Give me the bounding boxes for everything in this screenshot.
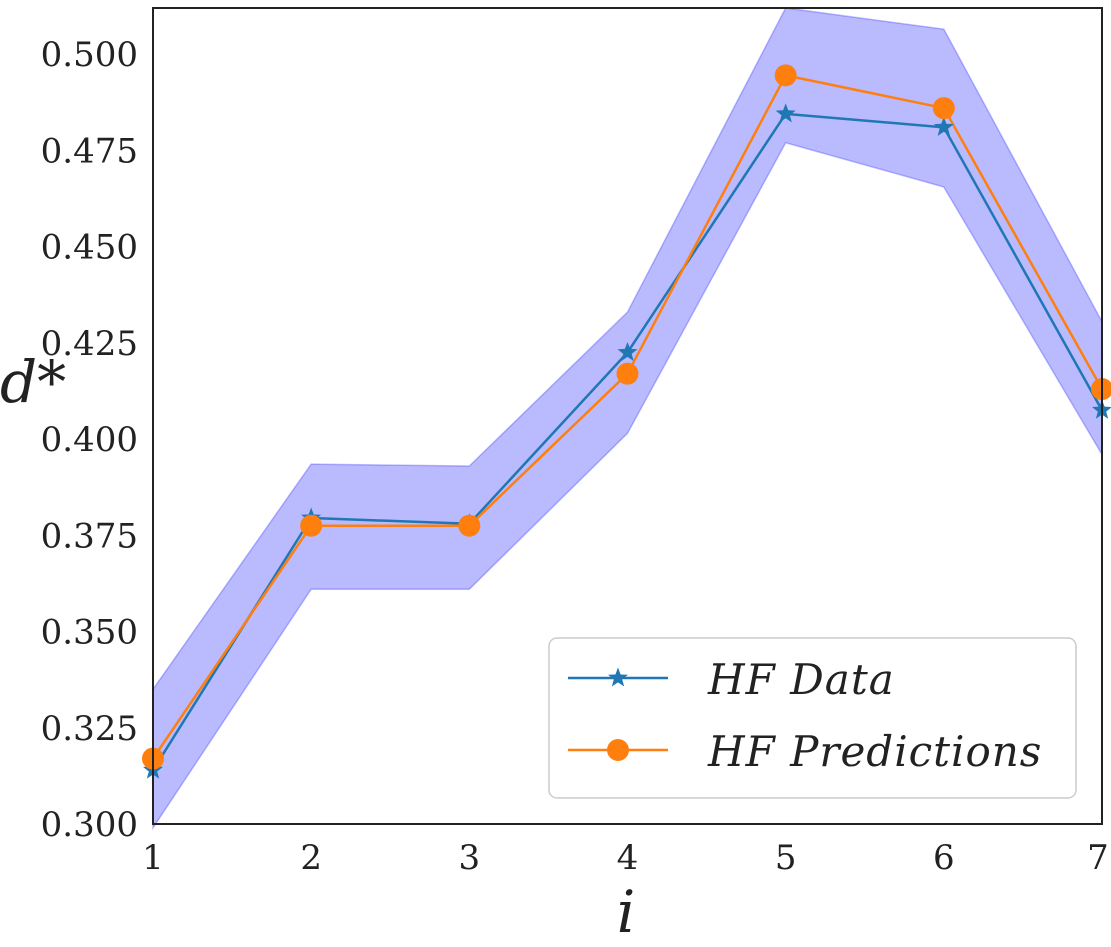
- point-hf-data-4: [617, 341, 638, 361]
- y-tick-label: 0.400: [41, 420, 138, 460]
- plot-frame: [152, 7, 1103, 825]
- y-tick-label: 0.500: [41, 35, 138, 75]
- y-tick-label: 0.350: [41, 613, 138, 653]
- x-tick-label: 3: [459, 838, 481, 878]
- y-tick-label: 0.325: [41, 709, 138, 749]
- y-tick-label: 0.375: [41, 516, 138, 556]
- x-tick-label: 4: [617, 838, 639, 878]
- x-tick-label: 6: [933, 838, 955, 878]
- y-tick-label: 0.475: [41, 131, 138, 171]
- legend: HF Data HF Predictions: [548, 637, 1077, 799]
- legend-label-hf-data: HF Data: [707, 655, 895, 704]
- x-tick-labels: 1 2 3 4 5 6 7: [142, 838, 1109, 878]
- x-tick-label: 2: [300, 838, 322, 878]
- point-hf-predictions-4: [616, 362, 639, 385]
- legend-label-hf-predictions: HF Predictions: [707, 727, 1042, 776]
- point-hf-data-6: [933, 116, 954, 136]
- y-tick-label: 0.450: [41, 228, 138, 268]
- point-hf-predictions-6: [932, 97, 955, 120]
- x-tick-label: 1: [142, 838, 164, 878]
- x-axis-title: i: [617, 878, 636, 946]
- point-hf-data-5: [775, 103, 796, 123]
- y-tick-label: 0.300: [41, 805, 138, 845]
- x-tick-label: 7: [1087, 838, 1109, 878]
- y-tick-labels: 0.300 0.325 0.350 0.375 0.400 0.425 0.450 0.475…: [41, 35, 138, 845]
- legend-star-marker: [608, 667, 628, 687]
- legend-circle-marker: [607, 739, 629, 761]
- point-hf-predictions-2: [300, 514, 323, 537]
- x-tick-label: 5: [775, 838, 797, 878]
- y-axis-title: d*: [0, 348, 66, 416]
- series-layer: [142, 64, 1111, 779]
- y-tick-label: 0.425: [41, 324, 138, 364]
- point-hf-predictions-5: [774, 64, 797, 87]
- point-hf-predictions-3: [458, 514, 481, 537]
- legend-frame: [548, 637, 1077, 799]
